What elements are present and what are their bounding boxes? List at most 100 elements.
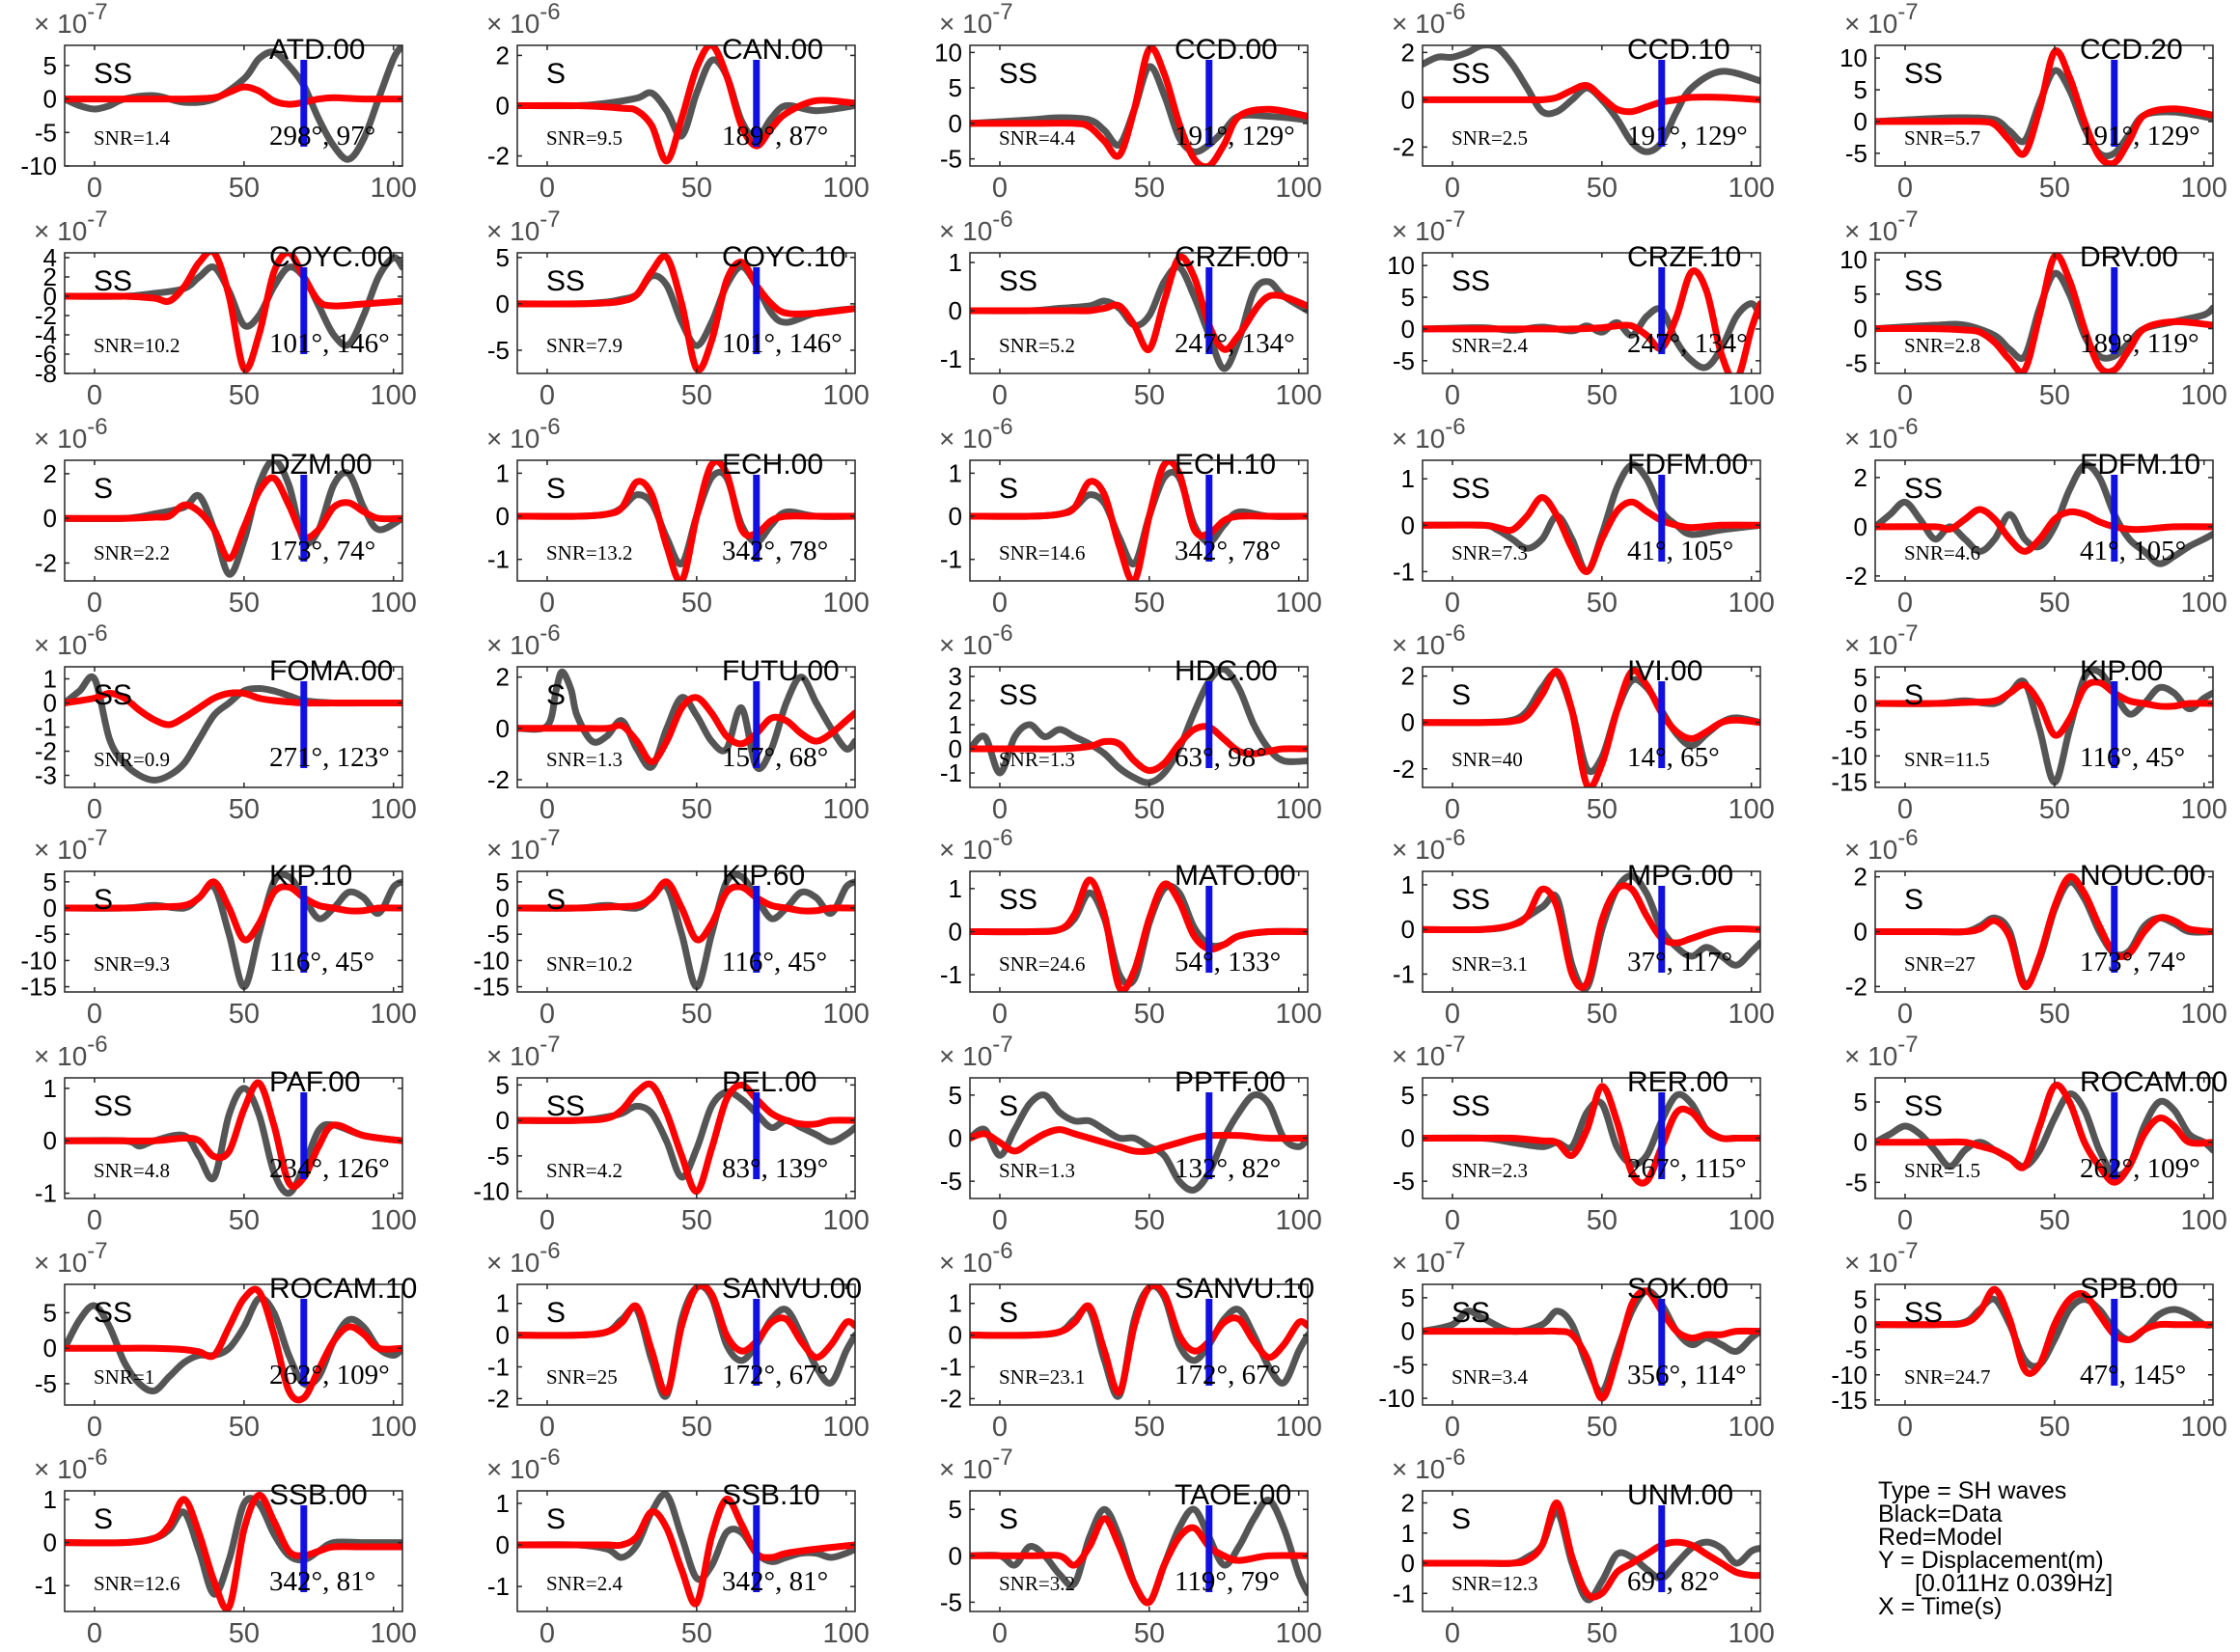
snr-label: SNR=1 — [94, 1365, 154, 1389]
snr-label: SNR=4.4 — [999, 126, 1075, 150]
phase-label: S — [999, 473, 1018, 505]
x-tick-label: 100 — [371, 1412, 417, 1443]
y-tick-label: 1 — [1401, 1519, 1415, 1548]
snr-label: SNR=4.8 — [94, 1159, 170, 1182]
panel-ssb-10: 0 50 100 1 0 -1 × 10-6 S SSB.10 SNR=2.4 342°, 81° — [486, 1445, 870, 1649]
x-tick-label: 100 — [371, 380, 417, 411]
model-trace-mpg-00 — [1423, 882, 1760, 991]
x-tick-label: 100 — [823, 1412, 870, 1443]
snr-label: SNR=3.1 — [1452, 952, 1528, 976]
axes-box — [64, 252, 403, 374]
model-trace-kip-00 — [1875, 678, 2213, 739]
azimuth-label: 54°, 133° — [1175, 947, 1281, 977]
x-tick-label: 50 — [1134, 173, 1165, 204]
y-tick-label: 0 — [949, 296, 962, 325]
phase-label: S — [1904, 679, 1923, 711]
y-tick-label: -5 — [1845, 1168, 1867, 1197]
station-label: ECH.10 — [1175, 449, 1276, 481]
azimuth-label: 173°, 74° — [2080, 947, 2186, 977]
y-tick-label: 0 — [496, 289, 510, 318]
y-tick-label: 1 — [496, 1489, 510, 1518]
snr-label: SNR=1.3 — [546, 748, 622, 771]
y-tick-label: 5 — [949, 1495, 962, 1524]
model-trace-fdfm-00 — [1423, 494, 1760, 575]
axes-box — [64, 44, 403, 167]
axes-box — [1422, 1490, 1761, 1612]
station-label: SPB.00 — [2080, 1273, 2178, 1305]
x-tick-label: 100 — [371, 794, 417, 825]
snr-label: SNR=1.3 — [999, 748, 1075, 771]
y-tick-label: 1 — [43, 1485, 57, 1514]
x-tick-label: 100 — [823, 794, 870, 825]
x-tick-label: 0 — [1445, 1412, 1460, 1443]
station-label: ATD.00 — [269, 34, 365, 66]
axes-box — [1874, 666, 2214, 788]
station-label: SANVU.00 — [722, 1273, 862, 1305]
x-tick-label: 100 — [371, 1205, 417, 1236]
y-exponent-label: × 10-6 — [1392, 414, 1466, 454]
x-tick-label: 0 — [87, 999, 102, 1030]
snr-label: SNR=2.2 — [94, 541, 170, 564]
y-exponent-label: × 10-6 — [486, 1238, 561, 1278]
station-label: UNM.00 — [1627, 1479, 1733, 1511]
phase-label: SS — [1452, 58, 1490, 90]
y-exponent-label: × 10-6 — [1844, 825, 1919, 865]
y-exponent-label: × 10-7 — [34, 206, 108, 246]
y-exponent-label: × 10-6 — [939, 206, 1013, 246]
station-label: PEL.00 — [722, 1066, 816, 1098]
azimuth-label: 116°, 45° — [269, 947, 374, 977]
axes-box — [1874, 1283, 2214, 1406]
y-tick-label: -5 — [487, 1142, 510, 1170]
phase-label: SS — [546, 265, 585, 297]
azimuth-label: 234°, 126° — [269, 1153, 390, 1184]
y-tick-label: 2 — [949, 686, 962, 715]
azimuth-label: 191°, 129° — [1175, 121, 1295, 151]
y-tick-label: -5 — [1393, 346, 1415, 375]
y-tick-label: 5 — [1854, 1088, 1867, 1116]
snr-label: SNR=24.7 — [1904, 1365, 1990, 1389]
y-tick-label: -1 — [487, 1572, 510, 1601]
y-tick-label: 2 — [1401, 1489, 1415, 1518]
y-tick-label: 0 — [496, 502, 510, 531]
y-tick-label: -10 — [20, 151, 57, 180]
y-tick-label: -1 — [1393, 557, 1415, 586]
y-tick-label: -1 — [940, 344, 962, 373]
x-tick-label: 0 — [992, 380, 1008, 411]
x-tick-label: 0 — [539, 588, 555, 619]
station-label: SOK.00 — [1627, 1273, 1728, 1305]
axes-box — [969, 252, 1309, 374]
azimuth-label: 14°, 65° — [1627, 742, 1720, 773]
y-exponent-label: × 10-6 — [939, 825, 1013, 865]
y-tick-label: -6 — [35, 340, 57, 369]
x-tick-label: 50 — [229, 380, 260, 411]
x-tick-label: 0 — [539, 1412, 555, 1443]
phase-label: SS — [1452, 1297, 1490, 1329]
y-tick-label: -1 — [940, 545, 962, 574]
model-trace-can-00 — [517, 45, 855, 165]
data-trace-can-00 — [517, 56, 855, 142]
x-tick-label: 50 — [1134, 588, 1165, 619]
x-tick-label: 0 — [87, 1205, 102, 1236]
azimuth-label: 41°, 105° — [1627, 536, 1733, 566]
phase-label: SS — [1452, 1090, 1490, 1122]
y-tick-label: 5 — [1401, 1283, 1415, 1312]
y-tick-label: -5 — [1845, 1335, 1867, 1364]
axes-box — [64, 1283, 403, 1406]
x-tick-label: 100 — [2181, 380, 2227, 411]
y-exponent-label: × 10-7 — [1844, 0, 1919, 39]
y-tick-label: 0 — [1401, 85, 1415, 114]
model-trace-taoe-00 — [970, 1515, 1308, 1607]
model-trace-kip-10 — [65, 878, 402, 944]
y-tick-label: 5 — [496, 243, 510, 272]
x-tick-label: 50 — [681, 1618, 712, 1649]
y-exponent-label: × 10-7 — [34, 1238, 108, 1278]
x-tick-label: 50 — [229, 173, 260, 204]
panel-fdfm-00: 0 50 100 1 0 -1 × 10-6 SS FDFM.00 SNR=7.3 41°, 105… — [1392, 414, 1775, 619]
